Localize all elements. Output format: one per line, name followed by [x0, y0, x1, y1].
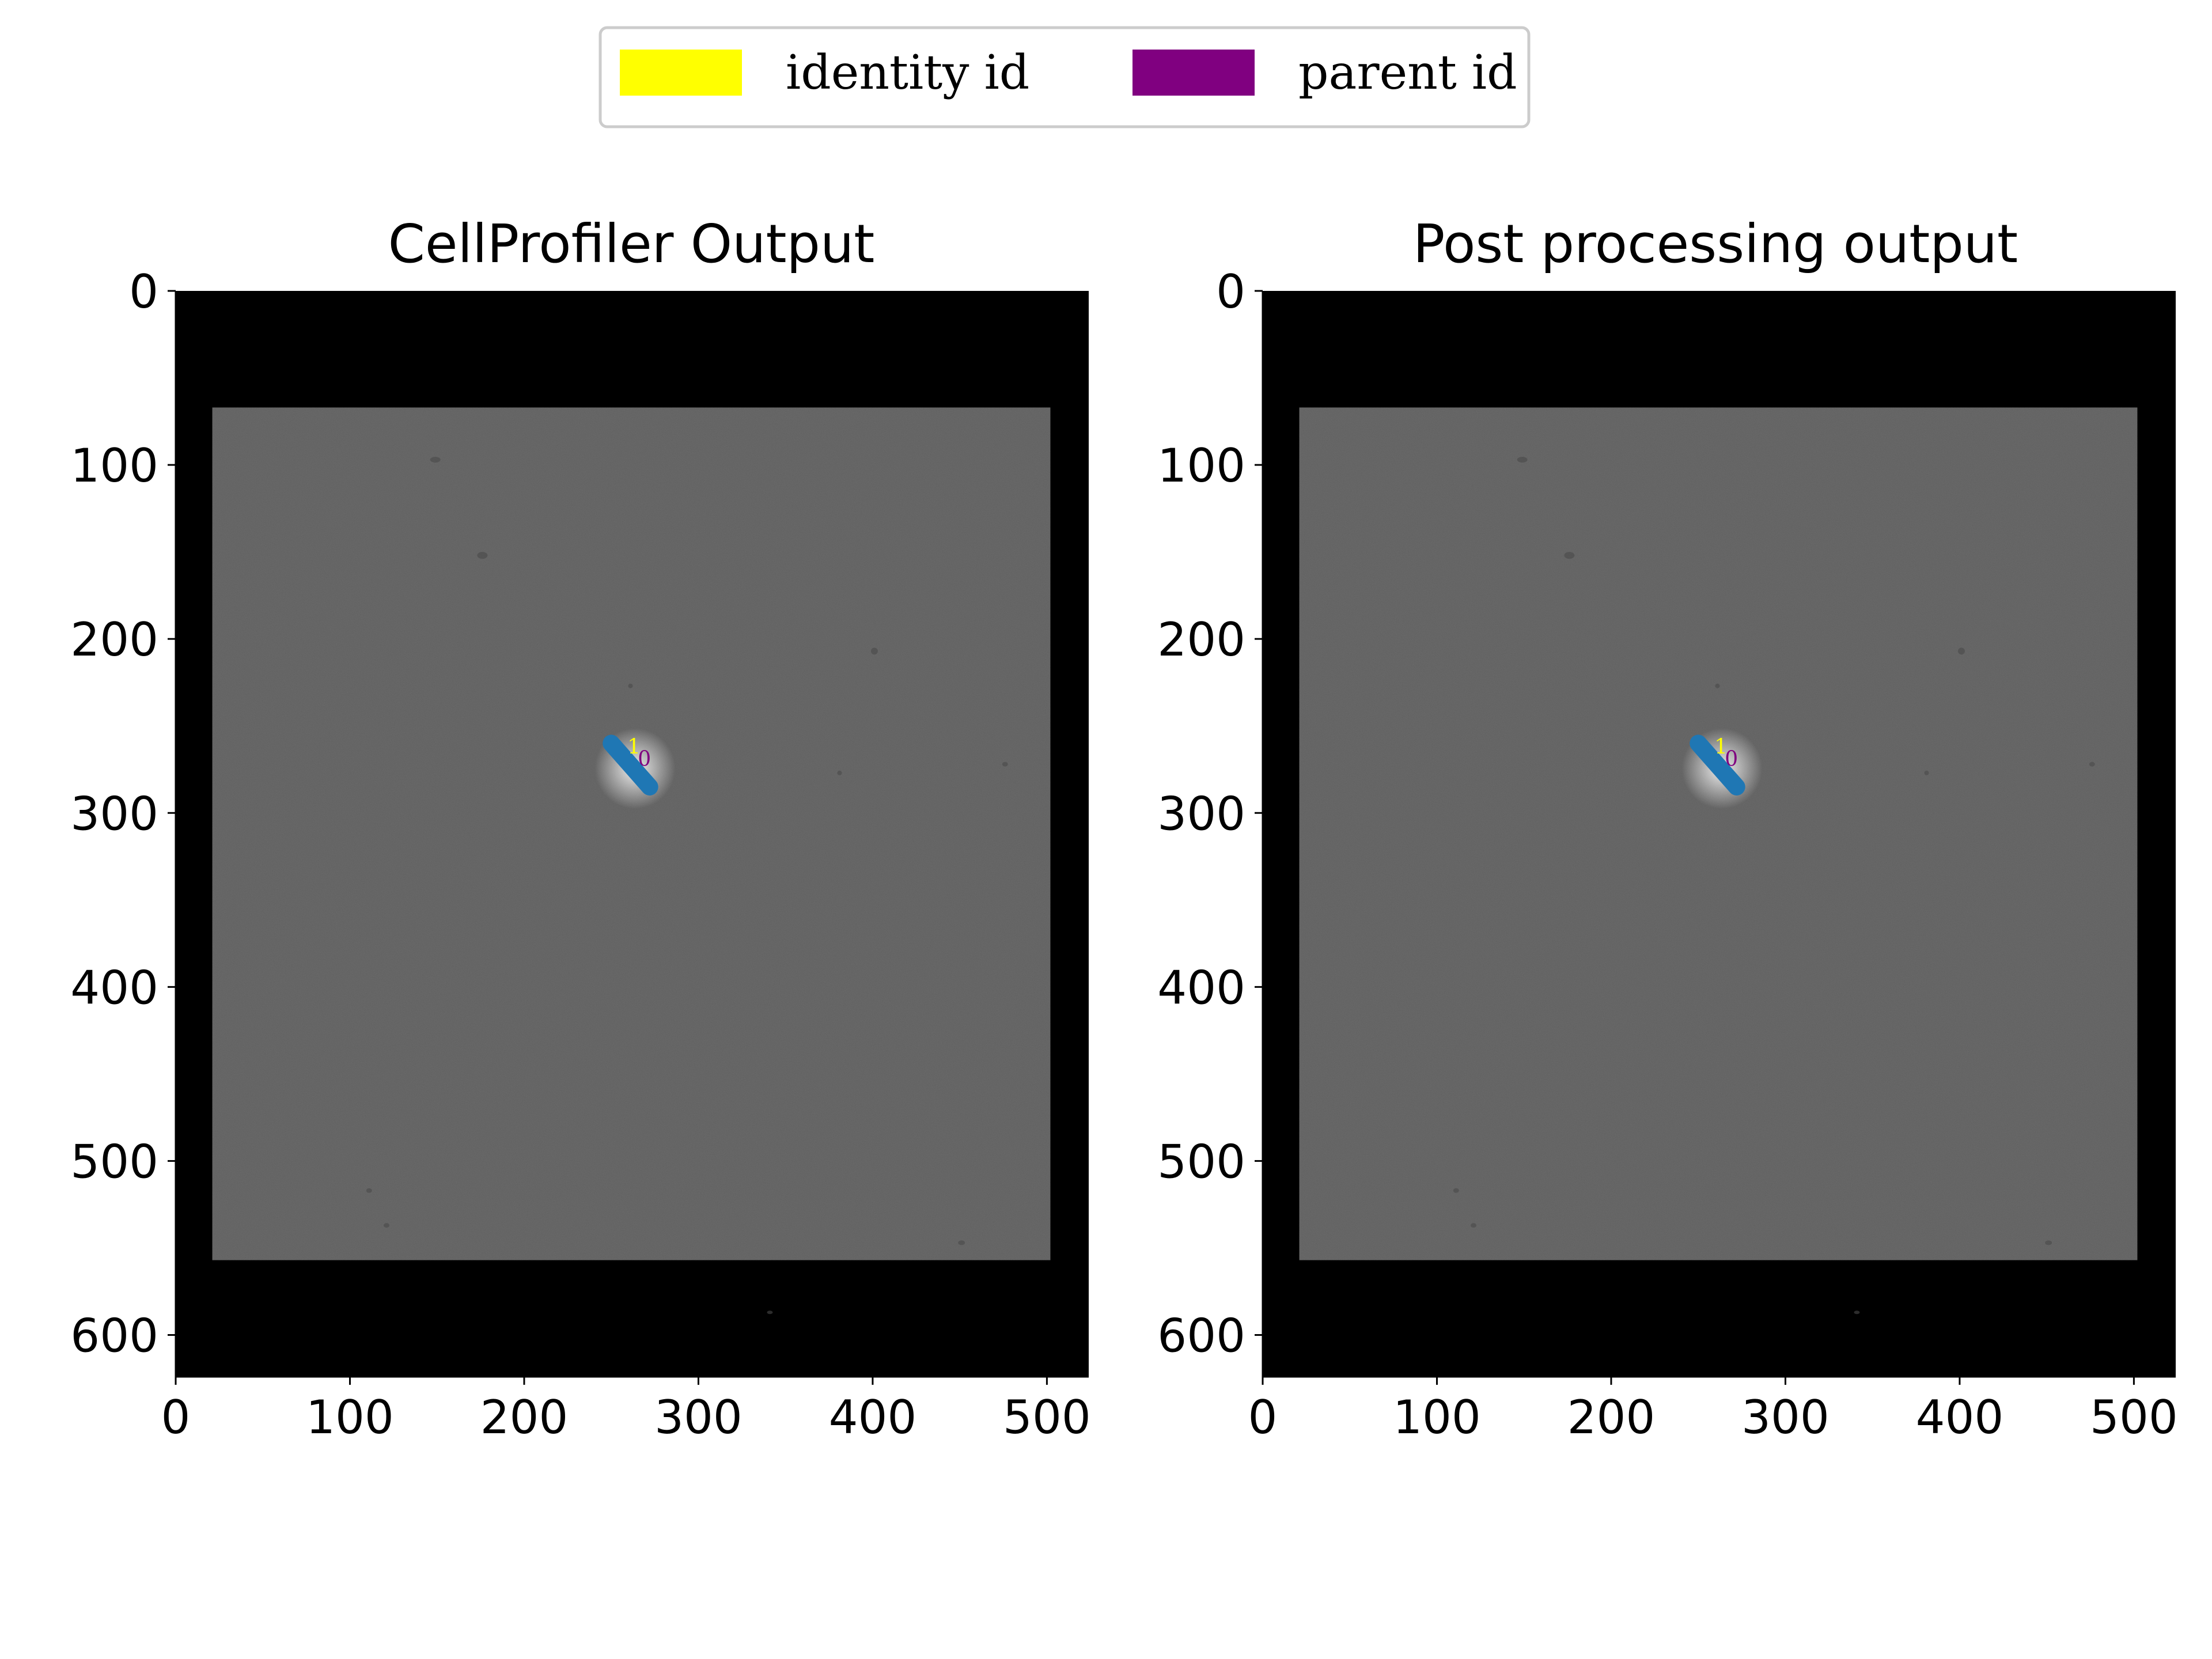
- cell-outline: [603, 734, 658, 796]
- x-tick-label: 300: [1741, 1391, 1830, 1444]
- field-texture: [212, 407, 1051, 1260]
- x-tick-label: 500: [1003, 1391, 1091, 1444]
- panel-post-processing: Post processing output 10 0 100 200 300 400 5…: [1157, 213, 2177, 1444]
- microscopy-image: 10: [176, 291, 1089, 1377]
- debris-spot: [1564, 552, 1575, 559]
- x-tick-label: 100: [1393, 1391, 1481, 1444]
- debris-spot: [1924, 770, 1929, 775]
- x-axis: 0 100 200 300 400 500: [1248, 1376, 2178, 1444]
- debris-spot: [1517, 457, 1528, 463]
- panel-cellprofiler: CellProfiler Output 10 0 100 200 300 400 500 …: [70, 213, 1090, 1444]
- y-tick-label: 0: [129, 265, 158, 319]
- debris-spot: [1471, 1223, 1477, 1228]
- debris-spot: [1715, 683, 1720, 688]
- legend-label-identity: identity id: [786, 46, 1029, 100]
- parent-id-label: 0: [638, 748, 651, 771]
- y-tick-label: 300: [1157, 787, 1245, 840]
- debris-spot: [477, 552, 488, 559]
- identity-id-label: 1: [1714, 736, 1728, 759]
- y-tick-label: 200: [70, 613, 158, 666]
- panel-title: Post processing output: [1413, 213, 2018, 275]
- debris-spot: [628, 683, 633, 688]
- y-tick-label: 200: [1157, 613, 1245, 666]
- debris-spot: [384, 1223, 390, 1228]
- debris-spot: [958, 1240, 965, 1245]
- debris-spot: [1957, 647, 1965, 655]
- x-tick-label: 500: [2090, 1391, 2178, 1444]
- debris-spot: [2089, 762, 2095, 767]
- y-tick-label: 600: [70, 1309, 158, 1363]
- x-tick-label: 400: [829, 1391, 917, 1444]
- x-tick-label: 200: [1567, 1391, 1656, 1444]
- x-tick-label: 0: [1248, 1391, 1278, 1444]
- x-tick-label: 300: [654, 1391, 743, 1444]
- y-tick-label: 0: [1216, 265, 1245, 319]
- identity-id-label: 1: [627, 736, 641, 759]
- field-texture: [1299, 407, 2138, 1260]
- panel-title: CellProfiler Output: [388, 213, 875, 275]
- y-tick-label: 300: [70, 787, 158, 840]
- debris-spot: [767, 1310, 773, 1315]
- y-tick-label: 500: [70, 1135, 158, 1188]
- y-tick-label: 100: [70, 439, 158, 493]
- y-tick-label: 500: [1157, 1135, 1245, 1188]
- y-tick-label: 400: [70, 961, 158, 1014]
- debris-spot: [366, 1188, 372, 1193]
- debris-spot: [430, 457, 441, 463]
- legend-label-parent: parent id: [1298, 46, 1517, 100]
- legend-swatch-identity: [620, 50, 742, 96]
- legend-swatch-parent: [1132, 50, 1255, 96]
- parent-id-label: 0: [1725, 748, 1738, 771]
- y-axis: 0 100 200 300 400 500 600: [1157, 265, 1264, 1377]
- y-axis: 0 100 200 300 400 500 600: [70, 265, 177, 1377]
- debris-spot: [1854, 1310, 1860, 1315]
- microscopy-image: 10: [1263, 291, 2176, 1377]
- debris-spot: [2045, 1240, 2052, 1245]
- debris-spot: [837, 770, 842, 775]
- legend-frame: [599, 26, 1531, 128]
- x-tick-label: 200: [480, 1391, 569, 1444]
- cell-outline: [1690, 734, 1745, 796]
- x-tick-label: 400: [1916, 1391, 2004, 1444]
- y-tick-label: 600: [1157, 1309, 1245, 1363]
- legend: identity id parent id: [599, 26, 1531, 128]
- y-tick-label: 400: [1157, 961, 1245, 1014]
- x-axis: 0 100 200 300 400 500: [161, 1376, 1091, 1444]
- x-tick-label: 0: [161, 1391, 191, 1444]
- debris-spot: [1453, 1188, 1459, 1193]
- x-tick-label: 100: [306, 1391, 394, 1444]
- debris-spot: [870, 647, 878, 655]
- debris-spot: [1002, 762, 1008, 767]
- y-tick-label: 100: [1157, 439, 1245, 493]
